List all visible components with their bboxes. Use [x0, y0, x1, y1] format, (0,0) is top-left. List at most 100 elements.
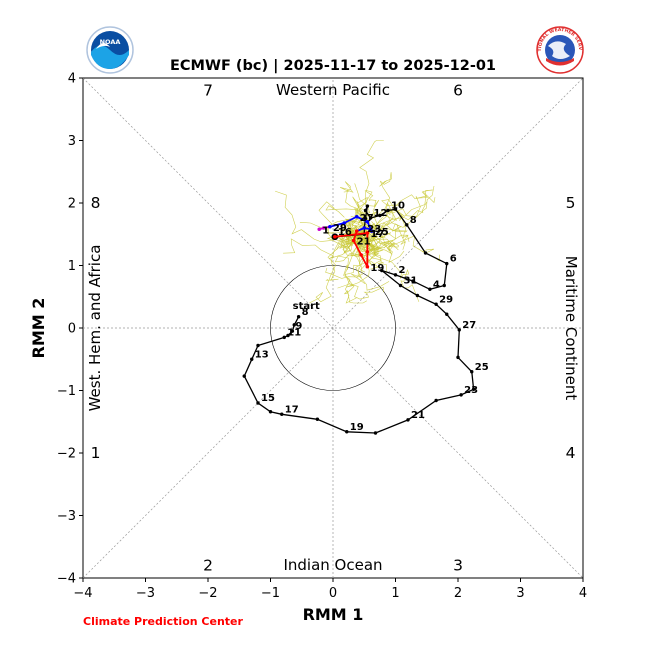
observed-point [268, 410, 273, 414]
observed-point [428, 287, 432, 291]
unit-circle [270, 265, 396, 391]
ensemble-member-line [365, 191, 429, 244]
forecast-mean-segment [334, 232, 368, 238]
forecast-mean-point [333, 234, 337, 239]
observed-day-label: 4 [433, 279, 440, 290]
forecast-mean-point [351, 238, 356, 243]
forecast-mean-point [354, 214, 359, 219]
ensemble-member-line [356, 223, 410, 253]
observed-point [445, 312, 449, 316]
observed-day-label: 11 [287, 327, 301, 338]
forecast-mean-segment [343, 215, 358, 224]
forecast-day-label: 1 [322, 225, 329, 236]
observed-day-label: 19 [350, 422, 364, 433]
observed-day-label: 13 [255, 349, 269, 360]
observed-point [393, 207, 398, 211]
x-axis-label: RMM 1 [303, 605, 364, 624]
observed-day-label: 31 [404, 276, 418, 287]
divider-diagonal-down [83, 78, 583, 578]
x-tick-label: 0 [329, 586, 337, 601]
phase-number: 5 [566, 194, 576, 212]
observed-point [315, 417, 320, 421]
observed-point [456, 355, 460, 360]
observed-point [373, 431, 378, 435]
ensemble-member-line [361, 199, 403, 242]
observed-point [256, 343, 260, 348]
x-tick-label: 4 [579, 586, 587, 601]
noaa-logo: NOAA [86, 26, 134, 74]
observed-point [405, 223, 409, 227]
ensemble-member-line [334, 233, 366, 304]
forecast-mean-point [365, 231, 370, 235]
observed-point [406, 418, 410, 422]
observed-point [434, 398, 438, 403]
observed-point [280, 412, 284, 416]
observed-point [393, 273, 398, 277]
observed-point [380, 268, 384, 273]
forecast-day-label: 19 [370, 263, 384, 274]
observed-point [423, 251, 428, 255]
forecast-mean-point [321, 226, 326, 230]
x-tick-label: −1 [261, 586, 280, 601]
y-tick-label: 4 [68, 72, 76, 87]
observed-day-label: 29 [439, 294, 453, 305]
forecast-mean-point [317, 227, 322, 232]
ensemble-member-line [344, 233, 379, 270]
ensemble-member-line [353, 229, 405, 264]
phase-number: 4 [566, 444, 576, 462]
observed-day-label: 23 [464, 385, 478, 396]
forecast-mean-point [365, 219, 370, 224]
forecast-mean-segment [360, 254, 369, 268]
y-axis-label: RMM 2 [29, 298, 48, 359]
observed-day-label: 6 [450, 254, 457, 265]
x-tick-label: −3 [136, 586, 155, 601]
observed-point [434, 302, 438, 306]
observed-point [442, 283, 446, 288]
observed-point [363, 208, 368, 213]
forecast-mean-segment [329, 222, 345, 228]
observed-point [292, 323, 296, 327]
observed-point [445, 261, 449, 266]
x-tick-label: −4 [73, 586, 92, 601]
forecast-mean-point [359, 253, 363, 257]
observed-day-label: 25 [475, 362, 489, 373]
ensemble-mean-forecast [317, 214, 374, 269]
observed-point [365, 204, 370, 208]
observed-day-label: 9 [295, 321, 302, 332]
y-tick-label: −1 [57, 384, 76, 399]
y-tick-label: 1 [68, 259, 76, 274]
forecast-mean-point [365, 264, 370, 269]
credit-text: Climate Prediction Center [83, 615, 243, 628]
ensemble-member-line [365, 172, 392, 236]
observed-point [290, 329, 295, 333]
phase-number: 6 [453, 82, 463, 100]
observed-point [282, 335, 286, 340]
observed-point [368, 216, 373, 220]
y-tick-label: 0 [68, 322, 76, 337]
observed-day-label: 10 [391, 201, 405, 212]
observed-point [250, 357, 254, 361]
ensemble-member-line [355, 140, 384, 232]
phase-dividers [83, 78, 583, 578]
observed-point [242, 374, 246, 378]
observed-point [459, 393, 463, 397]
ensemble-member-line [309, 230, 364, 304]
observed-point [457, 328, 461, 332]
forecast-mean-point [362, 226, 367, 230]
observed-day-label: 16 [338, 227, 352, 238]
ensemble-member-line [345, 228, 387, 273]
forecast-mean-point [365, 249, 370, 254]
region-label-right: Maritime Continent [562, 256, 580, 401]
region-label-bottom: Indian Ocean [283, 556, 382, 574]
observed-point [296, 315, 301, 319]
observed-day-label: 17 [285, 404, 299, 415]
observed-point [378, 213, 382, 218]
forecast-mean-point [328, 224, 332, 229]
observed-point [471, 387, 476, 391]
observed-day-label: 12 [374, 208, 388, 219]
y-tick-label: 2 [68, 197, 76, 212]
observed-point [286, 333, 290, 338]
